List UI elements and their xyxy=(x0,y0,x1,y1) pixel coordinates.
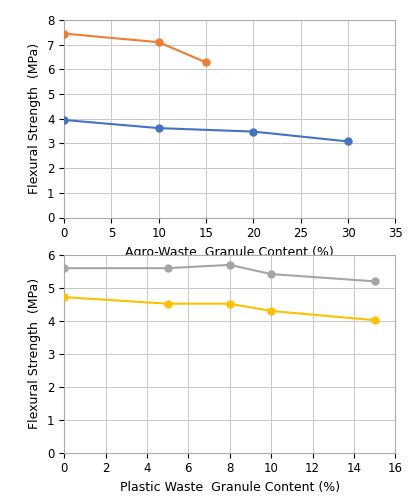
Date Palm [43] xyxy=(156,39,161,45)
Wood Sawdust  [39] xyxy=(345,138,350,144)
PET [68] xyxy=(62,265,66,271)
PET [68] xyxy=(268,271,273,277)
X-axis label: Agro-Waste  Granule Content (%): Agro-Waste Granule Content (%) xyxy=(125,246,333,259)
PET [68] xyxy=(165,265,170,271)
Legend: Wood Sawdust  [39], Date Palm [43]: Wood Sawdust [39], Date Palm [43] xyxy=(84,267,375,289)
PET [69] xyxy=(227,300,232,306)
PET [69] xyxy=(371,317,376,323)
Y-axis label: Flexural Strength  (MPa): Flexural Strength (MPa) xyxy=(28,43,41,195)
Date Palm [43] xyxy=(62,30,66,36)
Line: Date Palm [43]: Date Palm [43] xyxy=(61,30,209,66)
Line: PET [68]: PET [68] xyxy=(61,262,377,285)
Date Palm [43] xyxy=(203,60,208,66)
PET [68] xyxy=(371,278,376,284)
Wood Sawdust  [39] xyxy=(62,117,66,123)
PET [68] xyxy=(227,262,232,268)
X-axis label: Plastic Waste  Granule Content (%): Plastic Waste Granule Content (%) xyxy=(119,481,339,494)
PET [69] xyxy=(62,294,66,300)
Y-axis label: Flexural Strength  (MPa): Flexural Strength (MPa) xyxy=(28,278,41,430)
Line: PET [69]: PET [69] xyxy=(61,294,377,324)
Wood Sawdust  [39] xyxy=(250,128,255,134)
PET [69] xyxy=(165,300,170,306)
PET [69] xyxy=(268,308,273,314)
Line: Wood Sawdust  [39]: Wood Sawdust [39] xyxy=(61,116,351,145)
Wood Sawdust  [39] xyxy=(156,125,161,131)
